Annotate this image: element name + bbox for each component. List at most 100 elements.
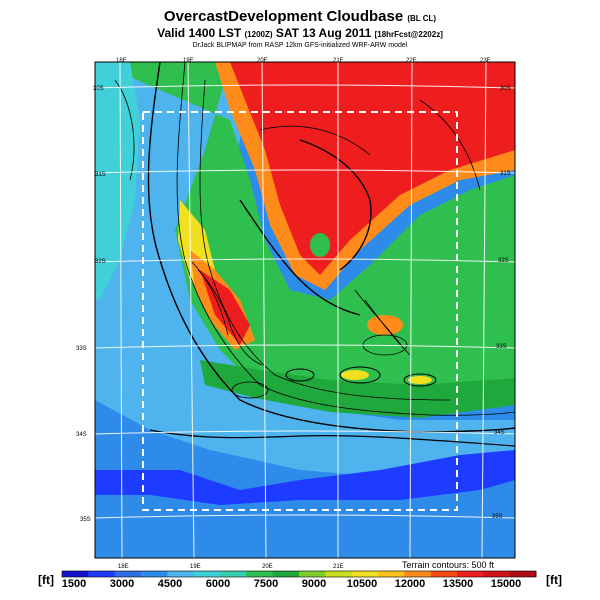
field-red-zone: [200, 62, 515, 345]
colorbar-swatch: [246, 571, 274, 577]
top-lon-label: 22E: [406, 58, 417, 64]
field-green-spot: [420, 216, 460, 244]
terrain-contour-line: [176, 62, 515, 416]
top-lon-label: 20E: [257, 58, 268, 64]
title-tag: (BL CL): [407, 14, 437, 23]
colorbar-label: 4500: [157, 578, 183, 590]
colorbar-label: 13500: [442, 578, 474, 590]
colorbar-swatch: [62, 571, 89, 577]
top-lon-label: 21E: [333, 58, 344, 64]
colorbar-label: 15000: [490, 578, 522, 590]
title-text: OvercastDevelopment Cloudbase: [163, 8, 404, 25]
subtitle-valid: Valid 1400 LST: [157, 26, 242, 40]
left-lat-label: 34S: [76, 432, 87, 438]
top-lon-label: 23E: [480, 58, 491, 64]
field-yellow-spot: [408, 376, 432, 384]
terrain-contour-loop: [231, 381, 269, 399]
field-orange-spot: [367, 315, 403, 335]
parallel-34s: [95, 430, 515, 435]
terrain-contour-loop: [403, 373, 437, 387]
colorbar-swatch: [483, 571, 511, 577]
colorbar: [62, 571, 537, 577]
terrain-contours: [114, 62, 515, 447]
colorbar-swatch: [509, 571, 537, 577]
right-lat-label: 35S: [492, 514, 503, 520]
map-subtitle: Valid 1400 LST (1200Z) SAT 13 Aug 2011 […: [0, 26, 600, 40]
model-credit: DrJack BLIPMAP from RASP 12km GFS-initia…: [192, 42, 408, 49]
right-lat-label: 30S: [500, 86, 511, 92]
terrain-contour-note: Terrain contours: 500 ft: [400, 560, 497, 570]
colorbar-swatch: [220, 571, 247, 577]
colorbar-label: 1500: [61, 578, 87, 590]
parallel-31s: [95, 169, 515, 174]
subtitle-forecast: [18hrFcst@2202z]: [374, 30, 443, 39]
left-lat-label: 31S: [95, 172, 106, 178]
colorbar-label: 12000: [394, 578, 426, 590]
left-lat-label: 30S: [93, 86, 104, 92]
colorbar-swatch: [351, 571, 379, 577]
subtitle-utc: (1200Z): [244, 30, 273, 39]
field-layer: [95, 62, 515, 558]
bottom-lon-label: 21E: [333, 564, 344, 570]
colorbar-label: 6000: [205, 578, 231, 590]
colorbar-label: 9000: [301, 578, 327, 590]
bottom-lon-label: 19E: [190, 564, 201, 570]
meridian-22e: [409, 62, 413, 558]
meridian-23e: [481, 62, 487, 558]
terrain-contour-line: [239, 199, 361, 316]
colorbar-swatch: [88, 571, 116, 577]
colorbar-labels: 1500 3000 4500 6000 7500 9000 10500 12000 13500 1…: [62, 578, 536, 592]
colorbar-label: 10500: [346, 578, 378, 590]
colorbar-swatch: [272, 571, 300, 577]
colorbar-swatch: [404, 571, 432, 577]
left-lat-label: 33S: [76, 346, 87, 352]
colorbar-unit-right: [ft]: [546, 573, 562, 587]
right-lat-label: 32S: [498, 258, 509, 264]
coastline-contour: [149, 429, 515, 447]
meridian-20e: [261, 62, 267, 558]
terrain-contour-line: [199, 79, 451, 401]
terrain-contour-line: [259, 125, 371, 156]
map-frame: [94, 61, 516, 559]
parallel-32s: [95, 258, 515, 263]
terrain-contour-line: [299, 139, 372, 271]
graticule: [95, 62, 515, 558]
colorbar-unit-left: [ft]: [38, 573, 54, 587]
colorbar-swatch: [378, 571, 405, 577]
terrain-contour-loop: [339, 366, 381, 384]
colorbar-swatch: [114, 571, 142, 577]
parallel-35s: [95, 514, 515, 519]
colorbar-swatch: [325, 571, 353, 577]
right-lat-label: 33S: [496, 344, 507, 350]
colorbar-label: 3000: [109, 578, 135, 590]
subtitle-date: SAT 13 Aug 2011: [275, 26, 372, 40]
grid-labels: 18E 19E 20E 21E 22E 23E 18E 19E 20E 21E …: [76, 58, 511, 570]
inner-domain-box: [142, 111, 458, 511]
map-title: OvercastDevelopment Cloudbase (BL CL): [0, 8, 600, 25]
colorbar-swatch: [193, 571, 221, 577]
parallel-30s: [95, 84, 515, 89]
field-green-zone: [95, 62, 515, 410]
meridian-19e: [187, 62, 195, 558]
colorbar-label: 7500: [253, 578, 279, 590]
terrain-contour-loop: [285, 368, 315, 382]
parallel-33s: [95, 344, 515, 349]
field-dark-green-zone: [200, 360, 515, 418]
bottom-lon-label: 18E: [118, 564, 129, 570]
meridian-18e: [119, 62, 123, 558]
colorbar-frame: [61, 570, 537, 578]
terrain-contour-line: [364, 299, 411, 356]
top-lon-label: 19E: [183, 58, 194, 64]
top-lon-label: 18E: [116, 58, 127, 64]
field-yellow-spot: [341, 370, 369, 380]
terrain-contour-line: [197, 269, 263, 366]
field-green-spot: [310, 233, 330, 257]
colorbar-swatch: [167, 571, 195, 577]
left-lat-label: 35S: [80, 517, 91, 523]
bottom-lon-label: 20E: [262, 564, 273, 570]
colorbar-swatch: [299, 571, 326, 577]
left-lat-label: 32S: [95, 259, 106, 265]
colorbar-swatch: [457, 571, 484, 577]
field-cyan-zone: [95, 62, 140, 300]
